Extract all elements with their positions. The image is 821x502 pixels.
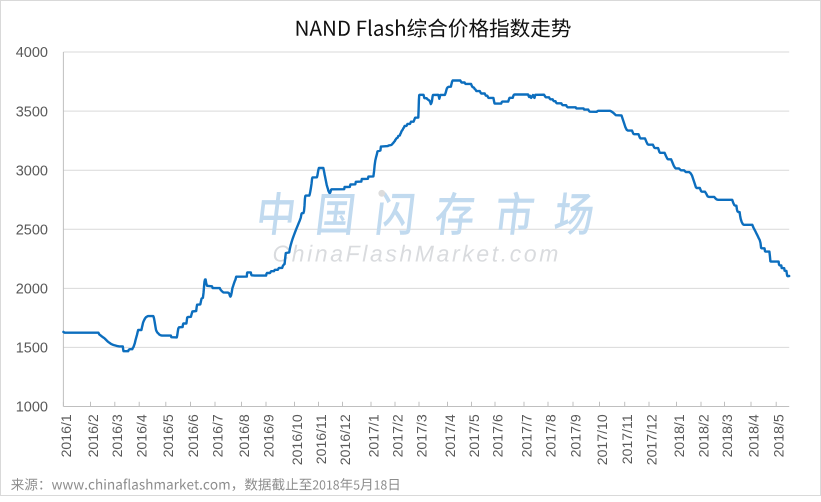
svg-text:2018/5: 2018/5 [771,414,787,457]
svg-text:2018/3: 2018/3 [719,414,735,457]
svg-text:2017/6: 2017/6 [489,414,505,457]
svg-text:1000: 1000 [16,400,48,416]
svg-text:2016/7: 2016/7 [209,414,225,457]
svg-text:2018/1: 2018/1 [671,414,687,457]
svg-text:2017/2: 2017/2 [389,414,405,457]
svg-text:2017/1: 2017/1 [365,414,381,457]
svg-text:2017/5: 2017/5 [466,414,482,457]
svg-text:2017/8: 2017/8 [542,414,558,457]
svg-text:2016/1: 2016/1 [58,414,74,457]
svg-text:4000: 4000 [16,45,48,61]
svg-text:2016/3: 2016/3 [109,414,125,457]
svg-text:2018/4: 2018/4 [745,414,761,457]
svg-text:1500: 1500 [16,341,48,357]
svg-text:2017/11: 2017/11 [619,414,635,464]
svg-text:2016/8: 2016/8 [236,414,252,457]
svg-text:2017/3: 2017/3 [413,414,429,457]
svg-text:2018/2: 2018/2 [695,414,711,457]
svg-text:2000: 2000 [16,282,48,298]
svg-text:2016/12: 2016/12 [337,414,353,465]
svg-text:3000: 3000 [16,163,48,179]
svg-text:2017/10: 2017/10 [594,414,610,465]
svg-text:2016/2: 2016/2 [85,414,101,457]
svg-text:2016/9: 2016/9 [260,414,276,457]
svg-text:2016/4: 2016/4 [134,414,150,457]
svg-text:2017/9: 2017/9 [567,414,583,457]
svg-text:2017/4: 2017/4 [442,414,458,457]
svg-text:3500: 3500 [16,104,48,120]
svg-text:2016/10: 2016/10 [289,414,305,465]
svg-text:2016/11: 2016/11 [313,414,329,464]
svg-text:2017/12: 2017/12 [643,414,659,465]
svg-text:2500: 2500 [16,223,48,239]
svg-text:2016/6: 2016/6 [185,414,201,457]
svg-text:2017/7: 2017/7 [518,414,534,457]
svg-text:2016/5: 2016/5 [160,414,176,457]
